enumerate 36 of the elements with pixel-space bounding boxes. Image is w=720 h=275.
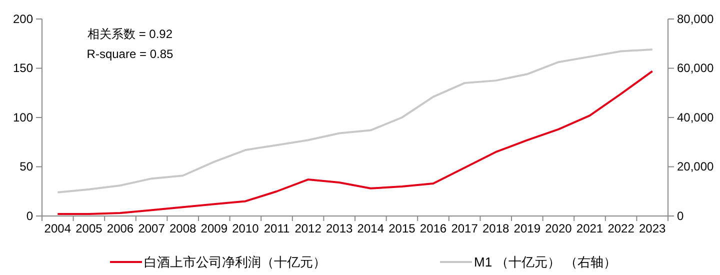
- y-tick-label: 200: [12, 12, 34, 26]
- y-tick-label: 100: [12, 110, 34, 124]
- y2-tick-label: 80,000: [677, 12, 714, 26]
- x-tick-label: 2019: [514, 222, 541, 236]
- x-tick-label: 2009: [200, 222, 228, 236]
- x-tick-label: 2004: [44, 222, 72, 236]
- legend-label: M1 （十亿元） （右轴）: [474, 254, 616, 270]
- x-tick-label: 2016: [420, 222, 447, 236]
- y2-tick-label: 40,000: [677, 110, 714, 124]
- x-tick-label: 2011: [264, 222, 290, 236]
- y-tick-label: 150: [12, 61, 34, 76]
- x-tick-label: 2006: [106, 222, 134, 236]
- y2-tick-label: 60,000: [677, 61, 714, 76]
- x-tick-label: 2020: [545, 222, 572, 236]
- legend-label: 白酒上市公司净利润（十亿元）: [144, 254, 326, 270]
- x-tick-label: 2017: [451, 222, 478, 236]
- line-series: [56, 70, 654, 216]
- x-tick-label: 2023: [639, 222, 666, 236]
- x-tick-label: 2005: [76, 222, 103, 236]
- x-tick-label: 2008: [170, 222, 197, 236]
- annotation: 相关系数 = 0.92: [87, 27, 173, 41]
- y2-tick-label: 0: [677, 208, 684, 223]
- x-tick-label: 2013: [326, 222, 354, 236]
- x-tick-label: 2007: [138, 222, 166, 236]
- line-series: [56, 48, 654, 194]
- y2-tick-label: 20,000: [677, 160, 714, 174]
- x-tick-label: 2010: [232, 222, 260, 236]
- x-tick-label: 2022: [608, 222, 635, 236]
- x-tick-label: 2018: [482, 222, 510, 236]
- x-tick-label: 2012: [294, 222, 322, 236]
- x-tick-label: 2015: [388, 222, 416, 236]
- x-tick-label: 2021: [576, 222, 604, 236]
- y-tick-label: 0: [26, 208, 34, 223]
- annotation: R-square = 0.85: [86, 47, 174, 61]
- y-tick-label: 50: [20, 160, 34, 174]
- x-tick-label: 2014: [357, 222, 384, 236]
